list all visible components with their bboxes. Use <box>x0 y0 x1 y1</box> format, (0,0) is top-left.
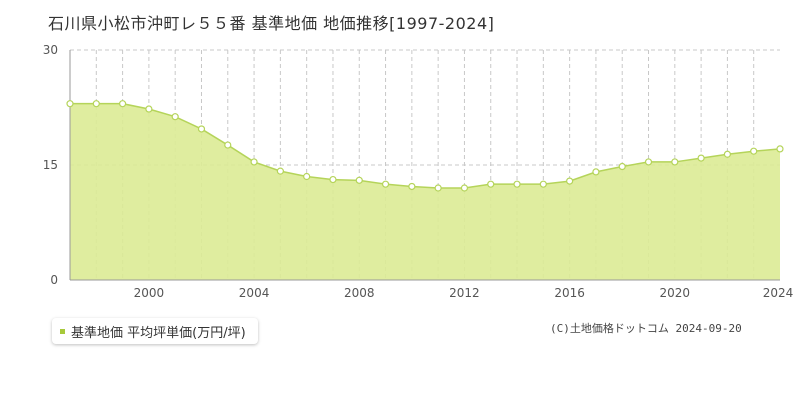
data-point <box>697 154 705 162</box>
data-point <box>460 184 469 192</box>
data-point <box>381 180 390 188</box>
data-point <box>487 180 495 188</box>
axes <box>69 50 780 281</box>
x-tick-label: 2008 <box>344 286 375 300</box>
legend-label: 基準地価 平均坪単価(万円/坪) <box>71 325 246 341</box>
data-point <box>618 162 626 171</box>
x-tick-label: 2004 <box>239 286 270 300</box>
x-tick-label: 2024 <box>763 286 794 300</box>
data-point <box>197 125 206 133</box>
copyright-text: (C)土地価格ドットコム 2024-09-20 <box>550 322 742 335</box>
x-tick-labels: 2000 2004 2008 2012 2016 2020 2024 <box>134 286 794 300</box>
data-point <box>671 158 679 166</box>
data-point <box>92 100 100 108</box>
data-point <box>513 180 521 188</box>
data-point <box>171 113 179 121</box>
data-point <box>303 172 311 181</box>
data-point <box>408 182 416 191</box>
data-point <box>145 105 153 113</box>
data-point <box>750 147 758 155</box>
data-point <box>539 180 547 188</box>
data-point <box>566 177 574 185</box>
data-point <box>66 100 74 108</box>
data-point <box>276 167 284 175</box>
series-area <box>70 103 780 281</box>
legend-marker <box>60 328 65 334</box>
data-point <box>434 184 442 192</box>
x-tick-label: 2012 <box>449 286 480 300</box>
data-point <box>644 158 653 166</box>
chart-title: 石川県小松市沖町レ５５番 基準地価 地価推移[1997-2024] <box>48 14 495 33</box>
data-point <box>723 150 732 158</box>
data-point <box>329 175 337 184</box>
series-line <box>70 102 781 189</box>
data-point <box>355 176 363 184</box>
data-point <box>118 100 127 108</box>
x-tick-label: 2016 <box>554 286 585 300</box>
x-tick-label: 2020 <box>660 286 691 300</box>
area-layer <box>70 102 781 281</box>
data-point <box>592 168 600 176</box>
data-point <box>224 141 232 149</box>
data-point <box>776 145 784 153</box>
y-tick-labels: 0 15 30 <box>43 43 58 287</box>
y-tick-label: 30 <box>43 43 58 57</box>
y-tick-label: 15 <box>43 158 58 172</box>
data-point <box>250 158 258 166</box>
data-points <box>66 100 784 192</box>
x-tick-label: 2000 <box>134 286 165 300</box>
legend: 基準地価 平均坪単価(万円/坪) <box>52 318 258 344</box>
y-tick-label: 0 <box>50 273 58 287</box>
